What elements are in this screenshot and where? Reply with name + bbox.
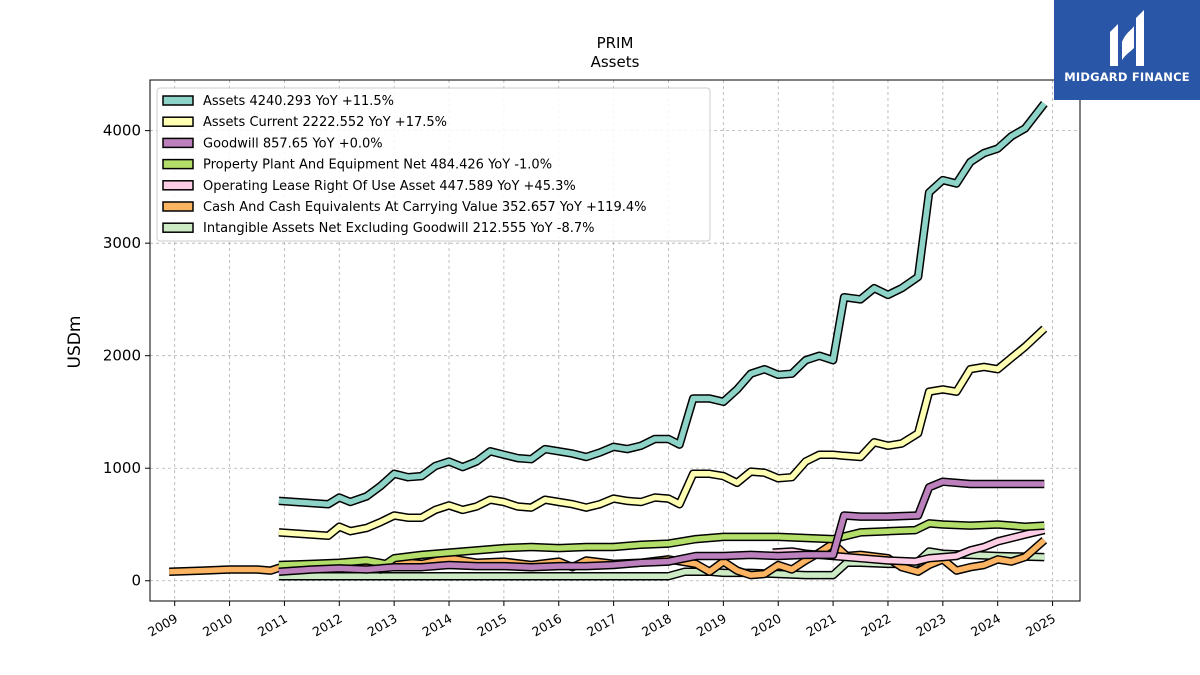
legend-swatch xyxy=(162,180,194,191)
series-line xyxy=(278,326,1047,539)
chart-subtitle: Assets xyxy=(591,53,640,71)
x-tick-label: 2017 xyxy=(584,611,619,640)
x-tick-label: 2013 xyxy=(365,611,400,640)
x-tick-label: 2023 xyxy=(913,611,948,640)
x-tick-label: 2018 xyxy=(639,611,674,640)
plot-frame xyxy=(149,79,1081,602)
legend-entry: Intangible Assets Net Excluding Goodwill… xyxy=(203,221,594,236)
y-tick-label: 0 xyxy=(131,572,141,590)
series-goodwill xyxy=(278,477,1045,576)
series-assets xyxy=(278,100,1048,509)
x-tick-label: 2016 xyxy=(529,611,564,640)
x-tick-label: 2019 xyxy=(694,611,729,640)
logo-mark-icon xyxy=(1110,10,1144,66)
series-line xyxy=(278,520,1045,568)
x-tick-label: 2024 xyxy=(968,611,1003,640)
series-lines xyxy=(169,100,1048,581)
x-tick-label: 2010 xyxy=(200,611,235,640)
x-tick-label: 2020 xyxy=(749,611,784,640)
x-tick-label: 2012 xyxy=(310,611,345,640)
logo-text: MIDGARD FINANCE xyxy=(1064,70,1190,84)
series-property-plant-and-equipment-net xyxy=(278,519,1045,570)
y-tick-label: 2000 xyxy=(103,347,141,365)
x-tick-label: 2014 xyxy=(419,611,454,640)
x-tick-label: 2021 xyxy=(804,611,839,640)
series-assets-current xyxy=(278,325,1048,540)
legend-entry: Cash And Cash Equivalents At Carrying Va… xyxy=(203,200,646,215)
legend-swatch xyxy=(162,116,194,127)
legend-swatch xyxy=(162,222,194,233)
series-line xyxy=(278,101,1047,507)
x-tick-label: 2022 xyxy=(858,611,893,640)
series-line-outline xyxy=(278,325,1048,540)
y-tick-label: 1000 xyxy=(103,459,141,477)
legend-swatch xyxy=(162,137,194,149)
y-tick-label: 4000 xyxy=(103,122,141,140)
legend-swatch xyxy=(162,95,194,106)
legend-entry: Property Plant And Equipment Net 484.426… xyxy=(203,158,552,173)
x-tick-label: 2025 xyxy=(1023,611,1058,640)
y-axis-label: USDm xyxy=(65,316,85,369)
y-tick-label: 3000 xyxy=(103,234,141,252)
legend-entry: Assets Current 2222.552 YoY +17.5% xyxy=(203,115,447,130)
legend-entry: Operating Lease Right Of Use Asset 447.5… xyxy=(203,179,576,194)
series-line xyxy=(278,478,1045,575)
legend-swatch xyxy=(162,158,194,170)
x-tick-label: 2015 xyxy=(474,611,509,640)
x-tick-label: 2011 xyxy=(255,611,290,640)
brand-logo: MIDGARD FINANCE xyxy=(1054,0,1200,100)
legend-box xyxy=(156,87,711,242)
legend-entry: Goodwill 857.65 YoY +0.0% xyxy=(203,136,383,151)
legend: Assets 4240.293 YoY +11.5% Assets Current… xyxy=(156,87,711,242)
legend-entry: Assets 4240.293 YoY +11.5% xyxy=(203,94,394,109)
chart-title: PRIM xyxy=(597,34,634,52)
x-tick-label: 2009 xyxy=(145,611,180,640)
legend-swatch xyxy=(162,201,194,212)
